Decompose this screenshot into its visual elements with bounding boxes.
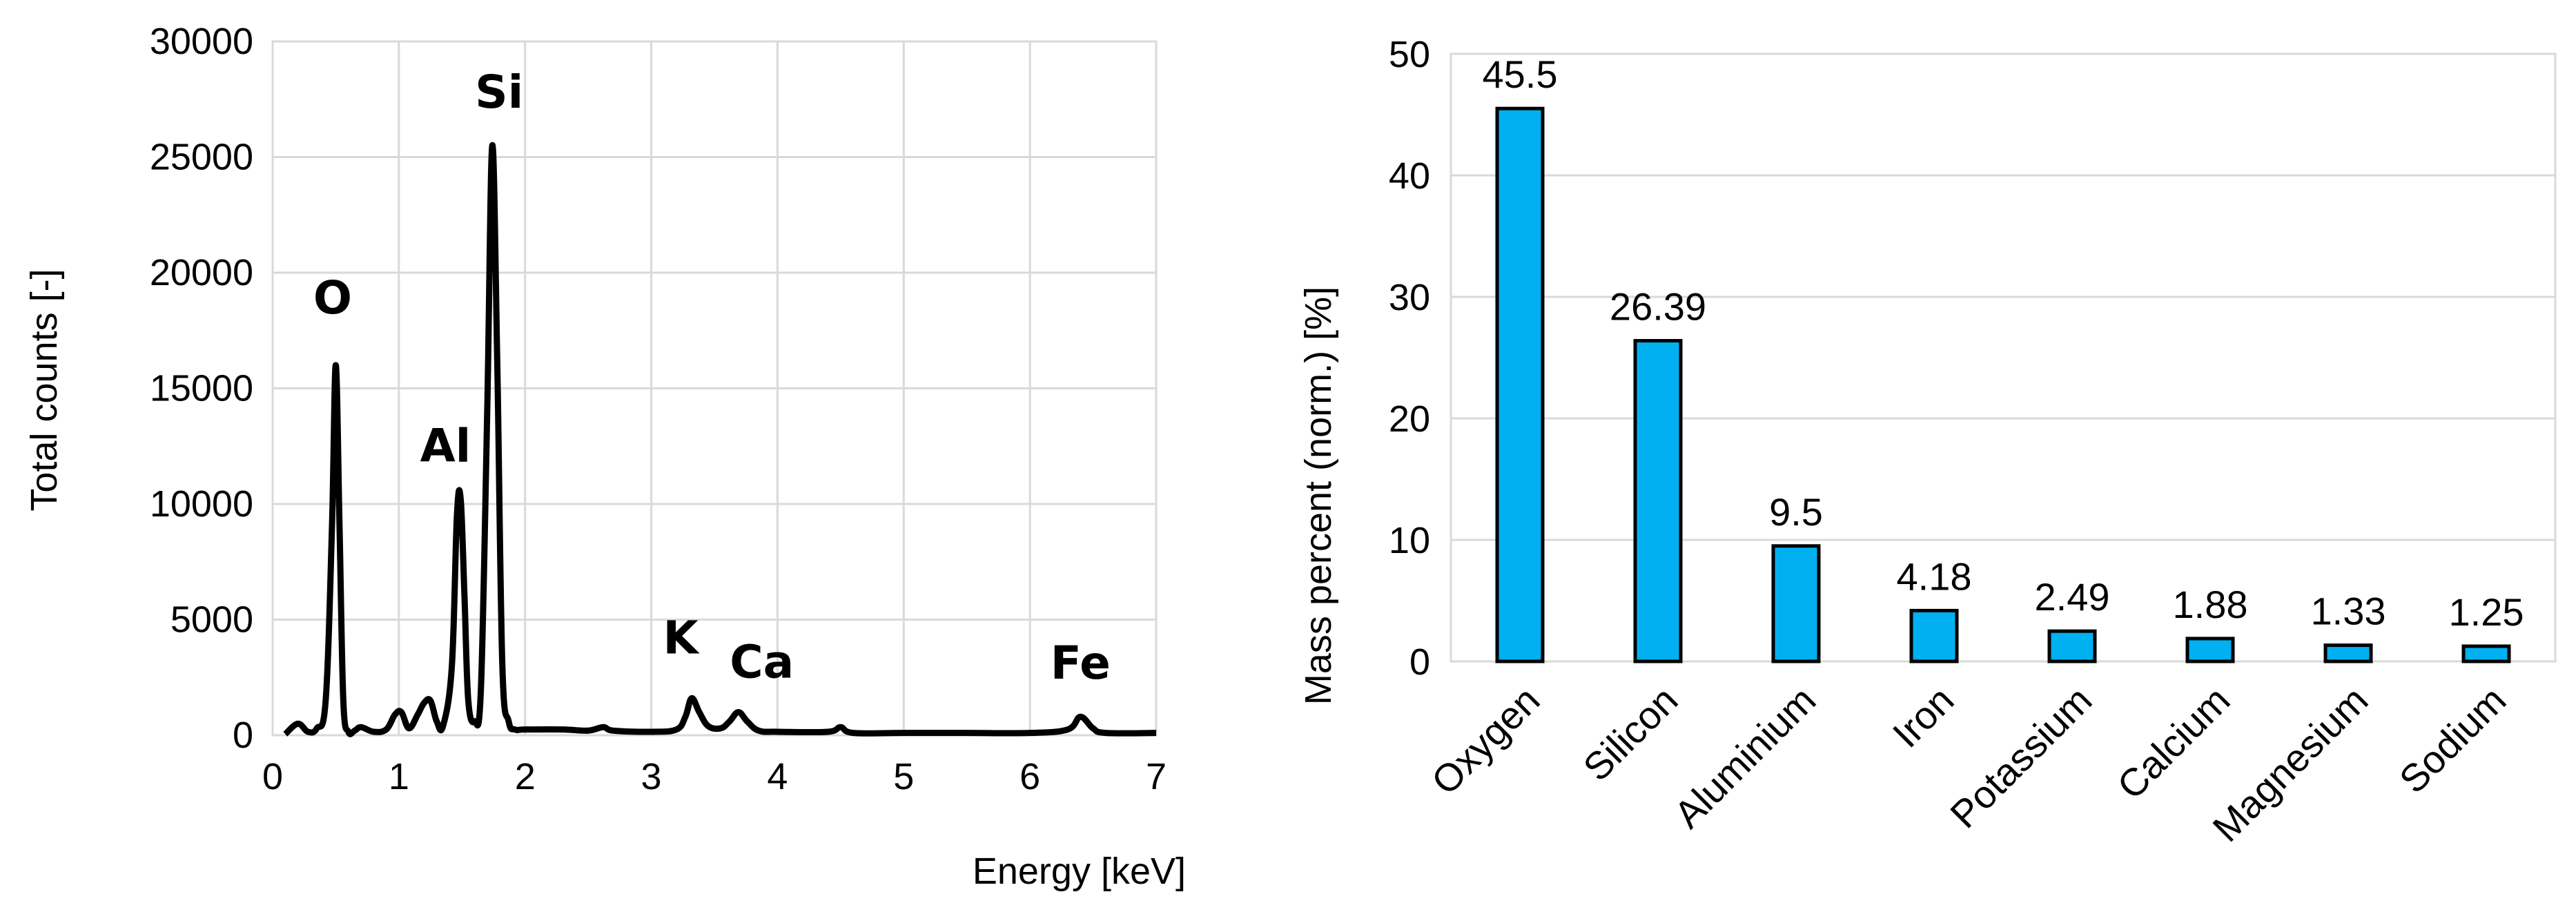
peak-label-fe: Fe bbox=[1051, 637, 1111, 690]
spectrum-y-tick-label: 30000 bbox=[150, 21, 253, 62]
spectrum-x-tick-label: 0 bbox=[262, 756, 283, 797]
bar-y-tick-label: 20 bbox=[1389, 398, 1430, 440]
bar-y-tick-label: 30 bbox=[1389, 277, 1430, 318]
spectrum-y-ticks: 0 5000 10000 15000 20000 25000 30000 bbox=[150, 21, 253, 756]
bar-y-ticks: 0 10 20 30 40 50 bbox=[1389, 34, 1430, 683]
category-label-calcium: Calcium bbox=[2109, 678, 2238, 808]
spectrum-y-axis-label: Total counts [-] bbox=[23, 269, 65, 511]
category-label-sodium: Sodium bbox=[2391, 678, 2515, 802]
category-label-oxygen: Oxygen bbox=[1423, 678, 1548, 803]
peak-label-al: Al bbox=[420, 419, 471, 472]
bar-magnesium bbox=[2323, 643, 2373, 663]
bar-data-label: 1.25 bbox=[2449, 590, 2524, 634]
spectrum-x-tick-label: 1 bbox=[389, 756, 409, 797]
spectrum-x-tick-label: 6 bbox=[1019, 756, 1040, 797]
category-label-silicon: Silicon bbox=[1574, 678, 1686, 789]
mass-percent-chart: 0 10 20 30 40 50 45.5 26.39 9.5 4.18 2.49 1.88 1.33… bbox=[1298, 34, 2557, 850]
bar-y-tick-label: 40 bbox=[1389, 155, 1430, 197]
spectrum-x-tick-label: 5 bbox=[893, 756, 914, 797]
spectrum-peak-labels: O Al Si K Ca Fe bbox=[313, 66, 1111, 690]
spectrum-y-tick-label: 5000 bbox=[170, 599, 253, 641]
peak-label-o: O bbox=[313, 271, 352, 324]
category-label-iron: Iron bbox=[1884, 678, 1962, 756]
spectrum-x-tick-label: 3 bbox=[641, 756, 662, 797]
bar-sodium bbox=[2461, 644, 2511, 663]
spectrum-y-tick-label: 0 bbox=[233, 715, 253, 756]
peak-label-k: K bbox=[663, 611, 701, 664]
spectrum-x-tick-label: 4 bbox=[767, 756, 788, 797]
bar-data-label: 1.33 bbox=[2311, 590, 2386, 633]
bar-series bbox=[1495, 106, 2511, 663]
spectrum-y-tick-label: 20000 bbox=[150, 252, 253, 293]
category-label-aluminium: Aluminium bbox=[1666, 678, 1824, 836]
peak-label-ca: Ca bbox=[730, 636, 794, 689]
bar-data-label: 45.5 bbox=[1483, 52, 1558, 96]
bar-data-label: 9.5 bbox=[1769, 490, 1823, 534]
bar-data-label: 26.39 bbox=[1610, 285, 1706, 329]
bar-silicon bbox=[1633, 339, 1683, 663]
bar-data-label: 1.88 bbox=[2173, 583, 2248, 626]
spectrum-x-tick-label: 7 bbox=[1146, 756, 1167, 797]
spectrum-y-tick-label: 15000 bbox=[150, 368, 253, 409]
bar-potassium bbox=[2047, 629, 2097, 663]
peak-label-si: Si bbox=[475, 66, 523, 119]
bar-data-label: 4.18 bbox=[1897, 554, 1972, 598]
bar-y-axis-label: Mass percent (norm.) [%] bbox=[1298, 287, 1339, 705]
spectrum-gridlines bbox=[271, 40, 1158, 737]
bar-aluminium bbox=[1771, 544, 1821, 663]
spectrum-y-tick-label: 25000 bbox=[150, 137, 253, 178]
bar-data-label: 2.49 bbox=[2035, 575, 2110, 619]
bar-data-labels: 45.5 26.39 9.5 4.18 2.49 1.88 1.33 1.25 bbox=[1483, 52, 2524, 634]
spectrum-x-axis-label: Energy [keV] bbox=[973, 851, 1186, 892]
category-label-potassium: Potassium bbox=[1942, 678, 2100, 836]
bar-calcium bbox=[2185, 637, 2235, 663]
bar-gridlines bbox=[1451, 52, 2555, 663]
bar-y-tick-label: 50 bbox=[1389, 34, 1430, 75]
bar-iron bbox=[1909, 608, 1959, 663]
spectrum-y-tick-label: 10000 bbox=[150, 483, 253, 525]
spectrum-line bbox=[283, 142, 1157, 737]
spectrum-x-tick-label: 2 bbox=[515, 756, 536, 797]
bar-plot-area bbox=[1450, 52, 2557, 663]
bar-y-tick-label: 10 bbox=[1389, 520, 1430, 561]
spectrum-x-ticks: 0 1 2 3 4 5 6 7 bbox=[262, 756, 1167, 797]
bar-y-tick-label: 0 bbox=[1409, 641, 1430, 683]
bar-oxygen bbox=[1495, 106, 1545, 663]
